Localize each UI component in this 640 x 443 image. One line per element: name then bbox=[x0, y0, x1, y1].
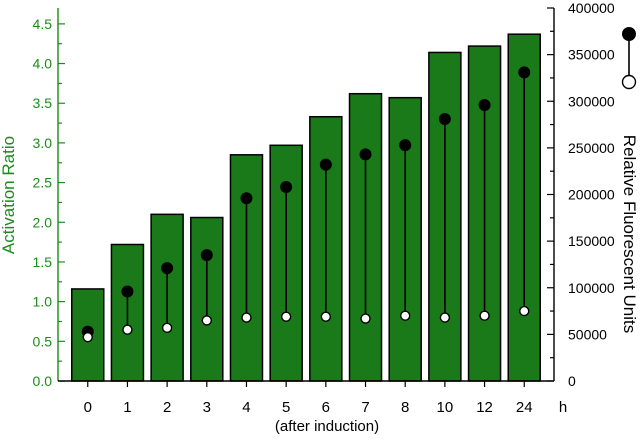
open-point-10 bbox=[439, 312, 451, 323]
filled-point-8 bbox=[399, 139, 412, 152]
filled-point-24 bbox=[518, 66, 531, 79]
open-point-1 bbox=[122, 324, 133, 335]
x-unit-label: h bbox=[559, 399, 567, 416]
filled-point-5 bbox=[280, 181, 293, 194]
left-tick-label: 3.0 bbox=[33, 135, 53, 151]
right-tick-label: 50000 bbox=[568, 326, 607, 342]
bars-layer bbox=[71, 33, 541, 382]
left-tick-label: 4.5 bbox=[33, 16, 53, 32]
x-tick-label: 8 bbox=[401, 399, 409, 416]
right-tick-label: 150000 bbox=[568, 233, 615, 249]
filled-point-12 bbox=[478, 98, 491, 111]
left-tick-label: 2.5 bbox=[33, 175, 53, 191]
left-tick-label: 1.0 bbox=[33, 294, 53, 310]
right-tick-label: 350000 bbox=[568, 47, 615, 63]
x-tick-label: 2 bbox=[163, 399, 171, 416]
right-tick-label: 200000 bbox=[568, 187, 615, 203]
right-tick-label: 0 bbox=[568, 373, 576, 389]
filled-point-10 bbox=[438, 112, 451, 125]
right-tick-label: 100000 bbox=[568, 280, 615, 296]
x-tick-label: 0 bbox=[84, 399, 92, 416]
open-point-7 bbox=[360, 313, 371, 324]
right-tick-label: 300000 bbox=[568, 93, 615, 109]
left-tick-label: 4.0 bbox=[33, 56, 53, 72]
bar-7 bbox=[348, 92, 383, 382]
legend-open-marker bbox=[621, 74, 637, 90]
left-axis-label: Activation Ratio bbox=[0, 136, 18, 254]
right-tick-label: 400000 bbox=[568, 0, 615, 16]
right-axis: 0 50000 100000 150000 200000 250000 300000 3500… bbox=[547, 0, 615, 389]
x-tick-label: 6 bbox=[322, 399, 330, 416]
x-tick-label: 12 bbox=[476, 399, 493, 416]
x-axis-label: (after induction) bbox=[275, 418, 379, 435]
bottom-axis: 0 1 2 3 4 5 6 7 8 10 12 24 bbox=[58, 380, 554, 416]
legend-filled-marker bbox=[622, 27, 636, 41]
filled-point-1 bbox=[121, 285, 134, 298]
left-tick-label: 0.0 bbox=[33, 373, 53, 389]
open-point-5 bbox=[280, 311, 292, 322]
open-point-0 bbox=[82, 331, 93, 343]
left-tick-label: 2.0 bbox=[33, 214, 53, 230]
filled-point-7 bbox=[359, 148, 372, 161]
right-tick-label: 250000 bbox=[568, 140, 615, 156]
filled-point-6 bbox=[319, 158, 332, 171]
open-point-24 bbox=[519, 305, 530, 317]
left-tick-label: 0.5 bbox=[33, 333, 53, 349]
x-tick-label: 1 bbox=[123, 399, 131, 416]
filled-point-4 bbox=[240, 192, 253, 205]
left-axis: 0.0 0.5 1.0 1.5 2.0 2.5 3.0 3.5 4.0 4.5 bbox=[33, 8, 65, 389]
right-axis-label: Relative Fluorescent Units bbox=[620, 135, 639, 333]
markers-layer bbox=[81, 66, 531, 343]
open-point-4 bbox=[241, 312, 252, 323]
left-tick-label: 3.5 bbox=[33, 95, 53, 111]
x-tick-label: 7 bbox=[361, 399, 369, 416]
left-tick-label: 1.5 bbox=[33, 254, 53, 270]
open-point-3 bbox=[201, 315, 213, 326]
x-tick-label: 5 bbox=[282, 399, 290, 416]
filled-point-2 bbox=[161, 262, 174, 275]
x-tick-label: 24 bbox=[516, 399, 533, 416]
open-point-8 bbox=[400, 310, 411, 321]
stems-layer bbox=[86, 72, 526, 338]
x-tick-label: 4 bbox=[242, 399, 250, 416]
open-point-6 bbox=[320, 311, 332, 322]
x-tick-label: 3 bbox=[203, 399, 211, 416]
filled-point-3 bbox=[200, 249, 213, 262]
x-tick-label: 10 bbox=[437, 399, 454, 416]
open-point-2 bbox=[161, 322, 173, 334]
open-point-12 bbox=[479, 310, 490, 321]
legend bbox=[621, 27, 637, 90]
